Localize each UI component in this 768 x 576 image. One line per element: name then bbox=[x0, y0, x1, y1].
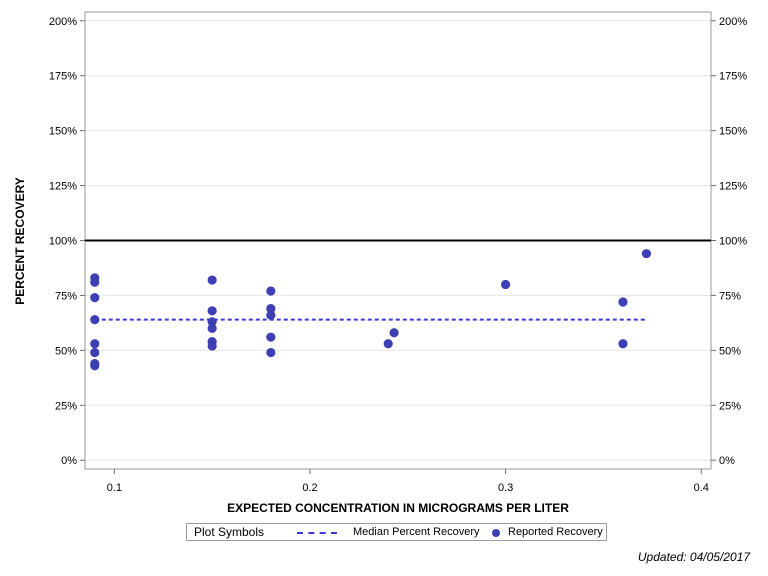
data-point bbox=[618, 297, 628, 307]
y-tick-label-right: 150% bbox=[719, 126, 747, 138]
x-tick-label: 0.1 bbox=[107, 482, 122, 494]
data-point bbox=[266, 286, 276, 296]
data-point bbox=[207, 317, 217, 327]
y-axis-title: PERCENT RECOVERY bbox=[13, 177, 27, 305]
y-axis-right: 0% 25% 50% 75% 100% 125% 150% 175% 200% bbox=[711, 16, 747, 467]
legend-recovery-label: Reported Recovery bbox=[508, 526, 603, 538]
data-point bbox=[207, 341, 217, 351]
data-point bbox=[618, 339, 628, 349]
legend: Plot Symbols Median Percent Recovery Rep… bbox=[186, 523, 607, 541]
x-axis: 0.1 0.2 0.3 0.4 bbox=[107, 469, 709, 494]
y-tick-label-left: 175% bbox=[49, 71, 77, 83]
data-point bbox=[266, 347, 276, 358]
recovery-dot-swatch-icon bbox=[492, 529, 500, 537]
x-tick-label: 0.3 bbox=[498, 482, 513, 494]
y-tick-label-right: 25% bbox=[719, 400, 741, 412]
x-axis-title: EXPECTED CONCENTRATION IN MICROGRAMS PER… bbox=[227, 501, 569, 515]
y-tick-label-right: 200% bbox=[719, 16, 747, 28]
data-point bbox=[90, 361, 100, 371]
data-point bbox=[383, 339, 393, 349]
y-tick-label-right: 125% bbox=[719, 181, 747, 193]
data-points bbox=[90, 249, 652, 371]
y-tick-label-left: 200% bbox=[49, 16, 77, 28]
data-point bbox=[266, 332, 276, 342]
data-point bbox=[266, 304, 276, 314]
data-point bbox=[641, 249, 652, 259]
x-tick-label: 0.2 bbox=[302, 482, 317, 494]
data-point bbox=[500, 279, 511, 290]
y-tick-label-right: 175% bbox=[719, 71, 747, 83]
y-tick-label-left: 100% bbox=[49, 236, 77, 248]
reference-lines bbox=[85, 239, 711, 321]
y-tick-label-left: 50% bbox=[55, 345, 77, 357]
data-point bbox=[207, 275, 217, 285]
y-tick-label-right: 75% bbox=[719, 290, 741, 302]
data-point bbox=[207, 306, 217, 316]
data-point bbox=[90, 277, 100, 287]
y-tick-label-right: 0% bbox=[719, 455, 735, 467]
y-tick-label-right: 50% bbox=[719, 345, 741, 357]
data-point bbox=[389, 328, 399, 338]
legend-title: Plot Symbols bbox=[194, 525, 265, 539]
y-tick-label-left: 150% bbox=[49, 126, 77, 138]
y-tick-label-left: 25% bbox=[55, 400, 77, 412]
data-point bbox=[90, 339, 100, 349]
data-point bbox=[90, 314, 100, 325]
data-point bbox=[207, 323, 217, 333]
median-line-swatch-icon bbox=[297, 532, 337, 534]
y-tick-label-left: 75% bbox=[55, 290, 77, 302]
data-point bbox=[266, 310, 276, 320]
updated-date: Updated: 04/05/2017 bbox=[637, 550, 750, 564]
legend-median-label: Median Percent Recovery bbox=[353, 526, 480, 538]
y-tick-label-right: 100% bbox=[719, 236, 747, 248]
y-tick-label-left: 0% bbox=[61, 455, 77, 467]
data-point bbox=[90, 293, 100, 303]
y-tick-label-left: 125% bbox=[49, 181, 77, 193]
x-tick-label: 0.4 bbox=[694, 482, 709, 494]
y-axis-left: 0% 25% 50% 75% 100% 125% 150% 175% 200% bbox=[49, 16, 85, 467]
data-point bbox=[90, 347, 100, 358]
